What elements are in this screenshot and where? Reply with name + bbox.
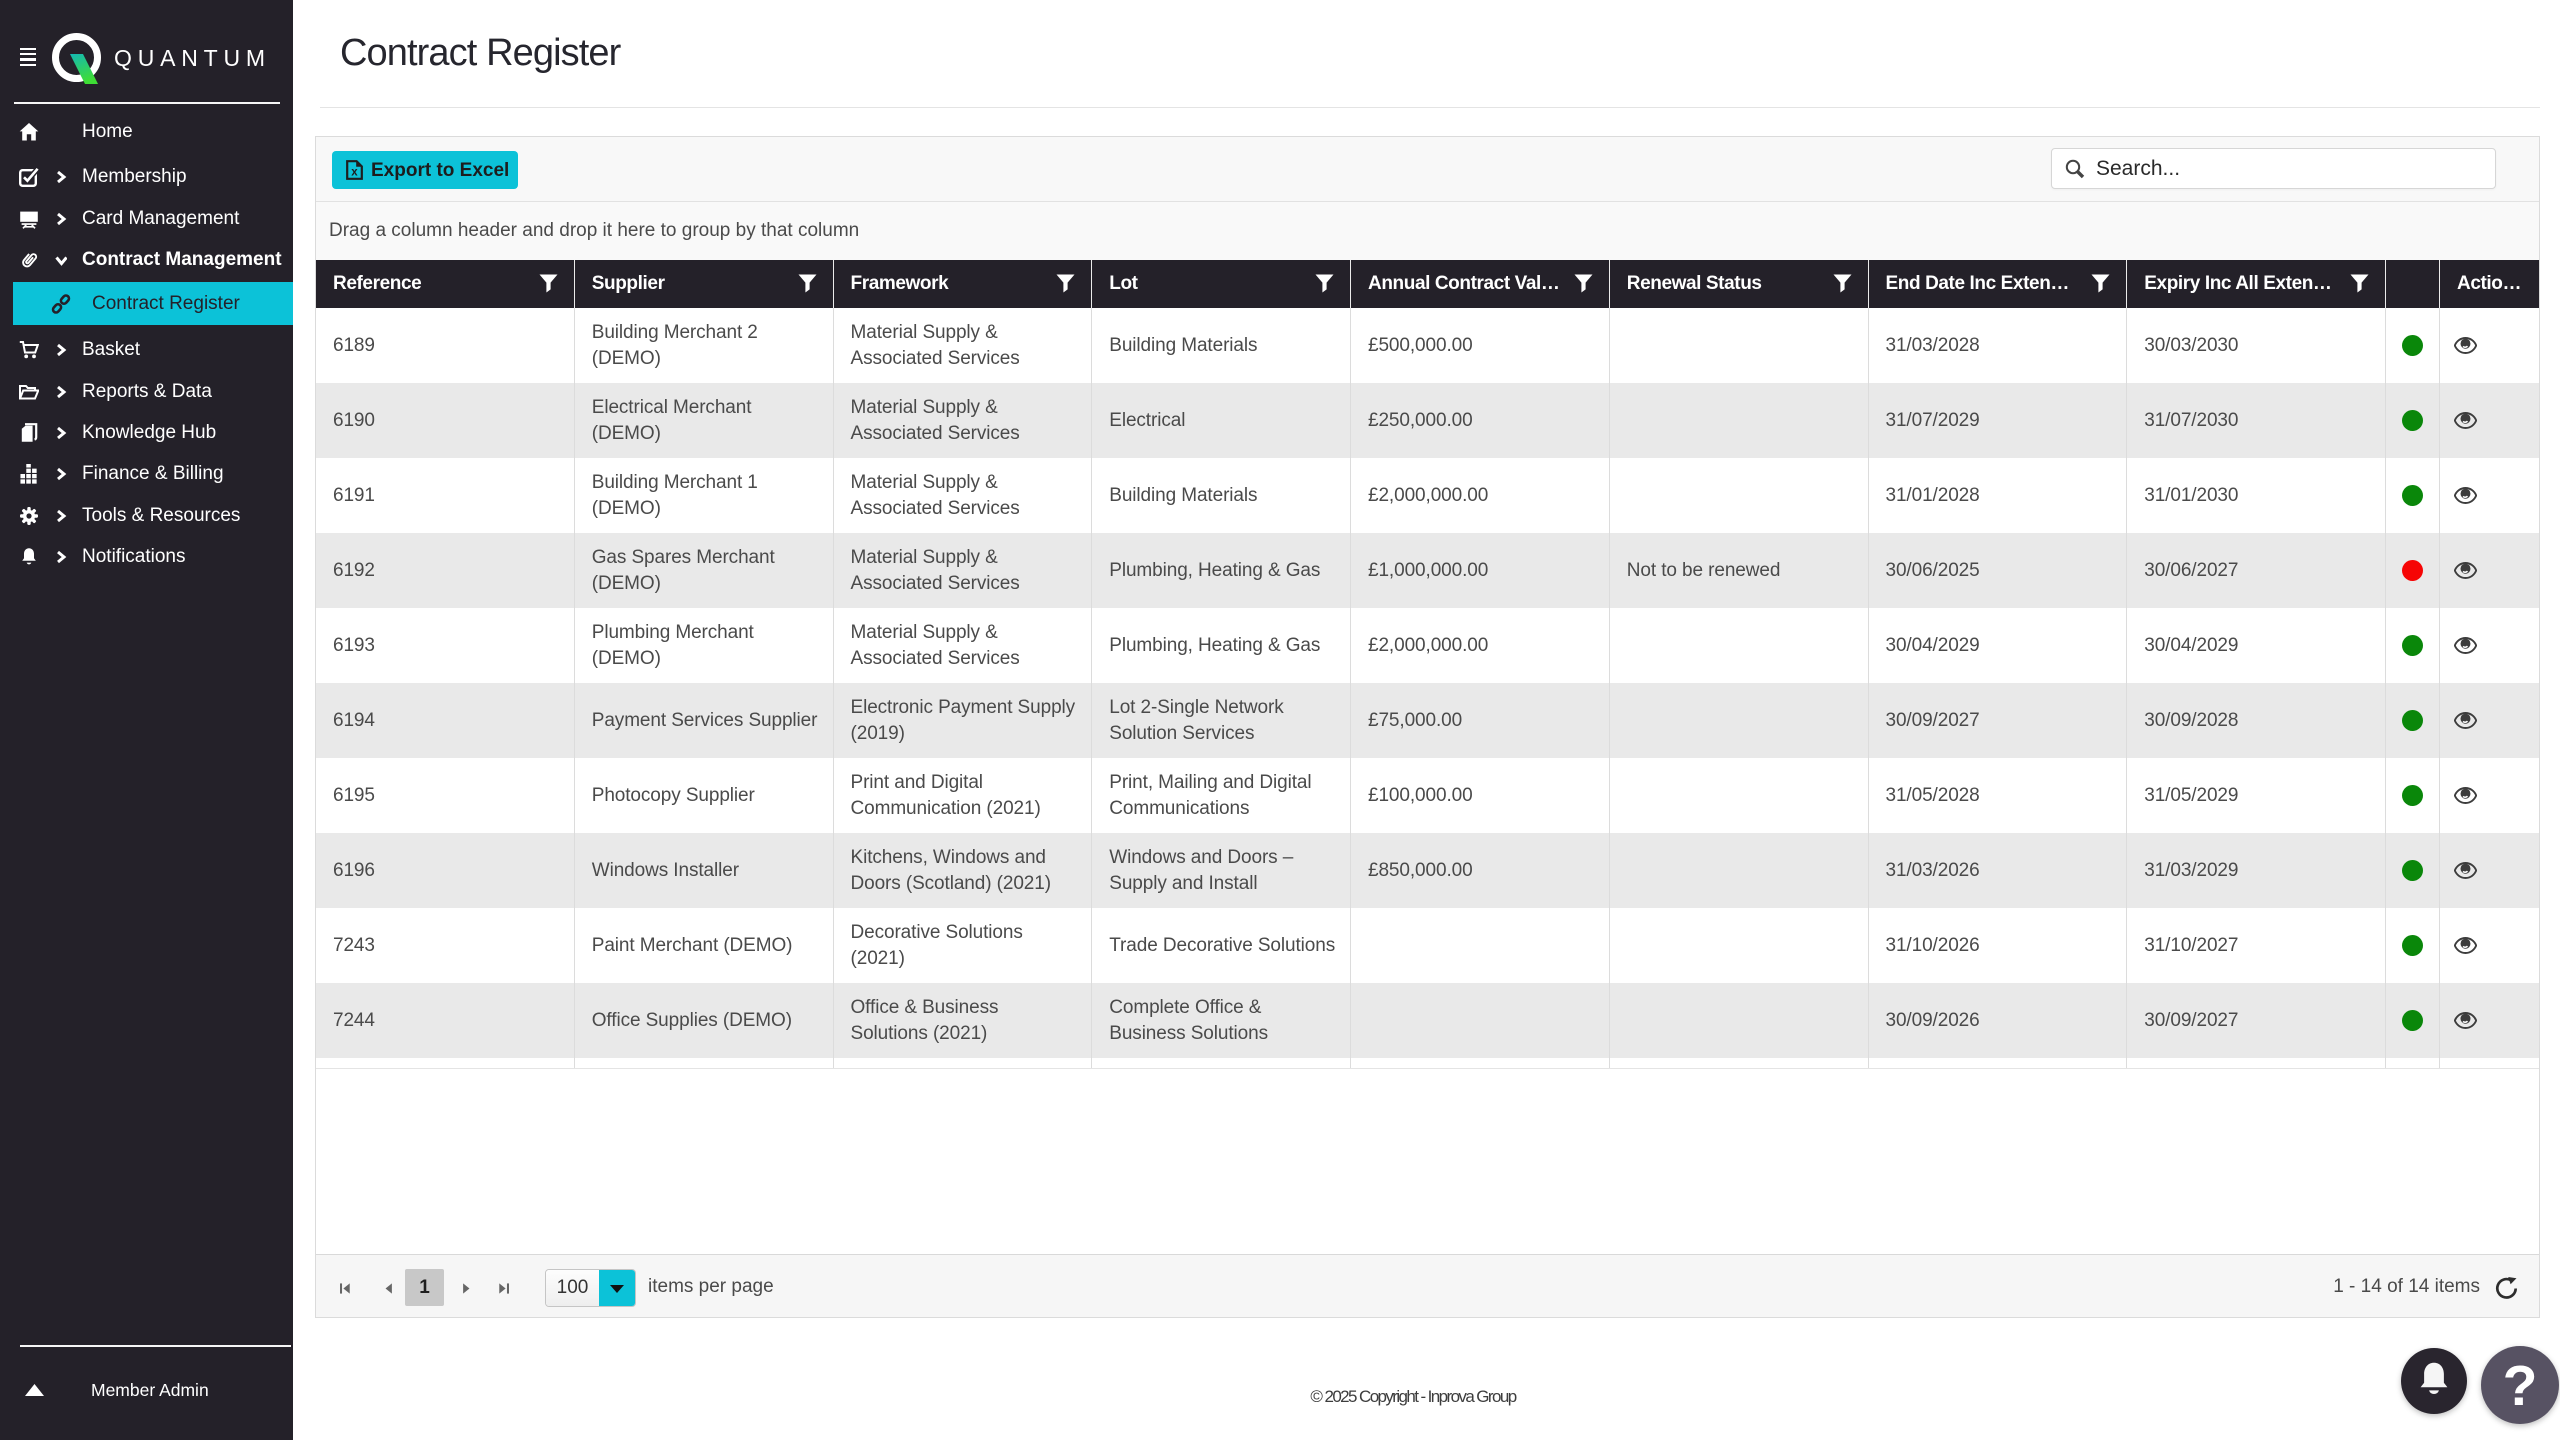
svg-text:x: x (351, 167, 358, 179)
